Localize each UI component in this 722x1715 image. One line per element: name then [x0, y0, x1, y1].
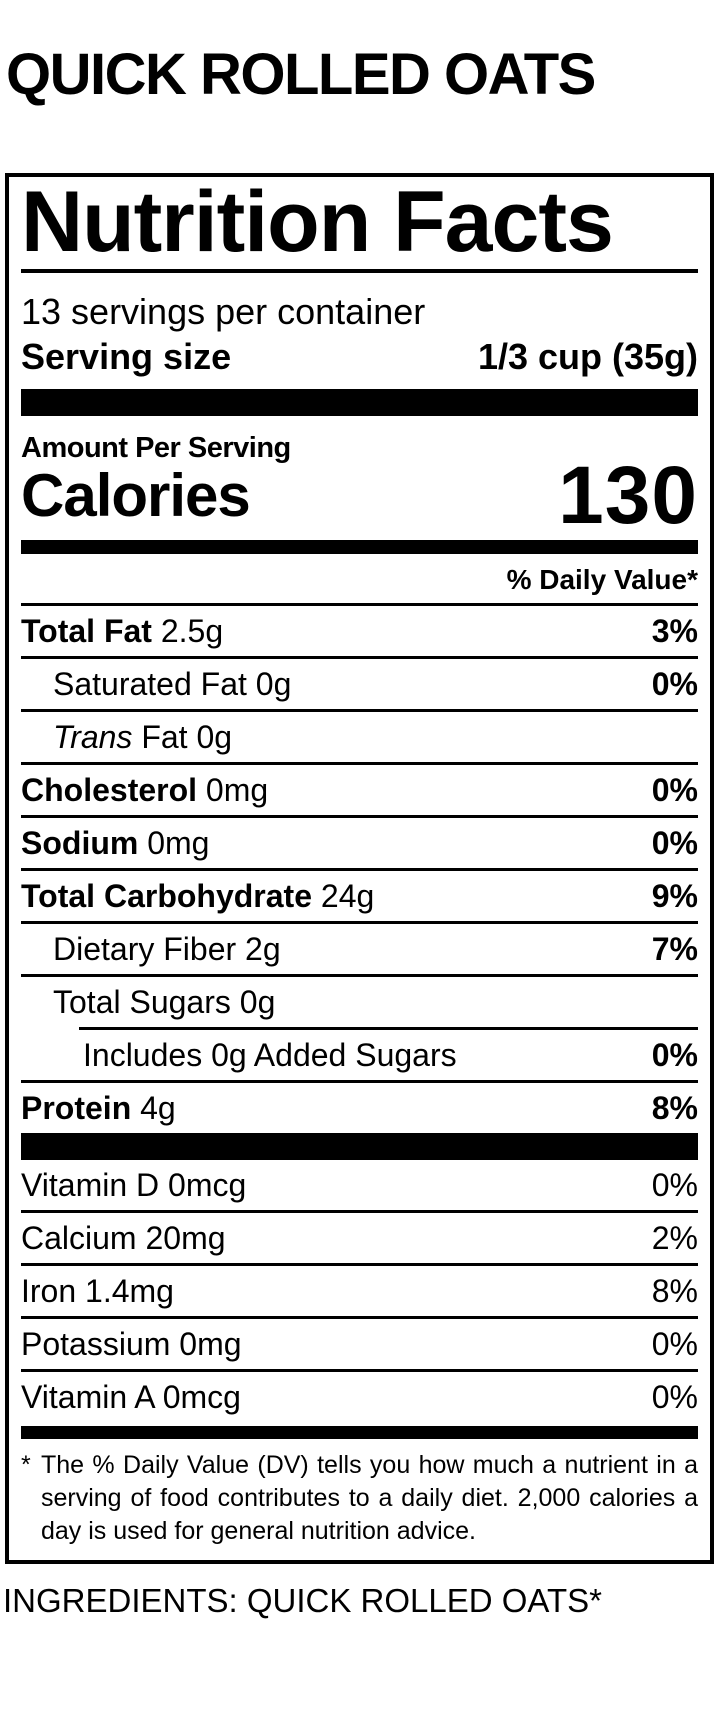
dv-potassium: 0% — [651, 1326, 698, 1362]
footnote-asterisk: * — [21, 1451, 31, 1479]
dv-calcium: 2% — [651, 1220, 698, 1256]
row-sodium: Sodium 0mg 0% — [21, 825, 698, 861]
divider — [21, 603, 698, 606]
divider — [21, 762, 698, 765]
dv-vitamin-d: 0% — [651, 1167, 698, 1203]
serving-size-value: 1/3 cup (35g) — [477, 336, 698, 377]
divider — [21, 1210, 698, 1213]
serving-size-label: Serving size — [21, 336, 232, 377]
row-potassium: Potassium 0mg 0% — [21, 1326, 698, 1362]
dv-sodium: 0% — [651, 825, 698, 861]
row-total-carbohydrate: Total Carbohydrate 24g 9% — [21, 878, 698, 914]
row-iron: Iron 1.4mg 8% — [21, 1273, 698, 1309]
footnote-text: The % Daily Value (DV) tells you how muc… — [41, 1451, 698, 1545]
row-calcium: Calcium 20mg 2% — [21, 1220, 698, 1256]
dv-total-fat: 3% — [651, 613, 698, 649]
amount-per-serving-label: Amount Per Serving — [21, 432, 291, 464]
calories-row: Calories 130 — [21, 450, 698, 541]
row-dietary-fiber: Dietary Fiber 2g 7% — [53, 931, 698, 967]
divider — [21, 974, 698, 977]
medium-divider — [21, 1426, 698, 1439]
row-vitamin-a: Vitamin A 0mcg 0% — [21, 1379, 698, 1415]
divider — [21, 1369, 698, 1372]
divider — [21, 815, 698, 818]
row-vitamin-d: Vitamin D 0mcg 0% — [21, 1167, 698, 1203]
row-total-fat: Total Fat 2.5g 3% — [21, 613, 698, 649]
dv-added-sugars: 0% — [651, 1037, 698, 1073]
calories-value: 130 — [558, 450, 698, 541]
dv-cholesterol: 0% — [651, 772, 698, 808]
nutrition-facts-heading: Nutrition Facts — [21, 177, 698, 273]
dv-vitamin-a: 0% — [651, 1379, 698, 1415]
dv-total-carbohydrate: 9% — [651, 878, 698, 914]
row-trans-fat: Trans Fat 0g — [53, 719, 233, 755]
row-protein: Protein 4g 8% — [21, 1090, 698, 1126]
divider — [21, 709, 698, 712]
ingredients-text: INGREDIENTS: QUICK ROLLED OATS* — [3, 1582, 602, 1619]
calories-label: Calories — [21, 462, 251, 529]
row-cholesterol: Cholesterol 0mg 0% — [21, 772, 698, 808]
dv-protein: 8% — [651, 1090, 698, 1126]
footnote: * The % Daily Value (DV) tells you how m… — [21, 1439, 698, 1560]
nutrition-facts-panel: Nutrition Facts 13 servings per containe… — [5, 173, 714, 1564]
divider — [21, 656, 698, 659]
row-added-sugars: Includes 0g Added Sugars 0% — [83, 1037, 698, 1073]
row-saturated-fat: Saturated Fat 0g 0% — [53, 666, 698, 702]
divider — [21, 1263, 698, 1266]
thick-divider — [21, 389, 698, 416]
dv-dietary-fiber: 7% — [651, 931, 698, 967]
divider — [21, 921, 698, 924]
divider — [21, 868, 698, 871]
dv-saturated-fat: 0% — [651, 666, 698, 702]
page-title: QUICK ROLLED OATS — [6, 42, 596, 107]
servings-per-container: 13 servings per container — [21, 291, 426, 332]
dv-iron: 8% — [651, 1273, 698, 1309]
indented-divider — [79, 1027, 698, 1030]
thick-divider — [21, 1133, 698, 1160]
medium-divider — [21, 540, 698, 554]
divider — [21, 1316, 698, 1319]
serving-size-row: Serving size 1/3 cup (35g) — [21, 337, 698, 377]
divider — [21, 1080, 698, 1083]
row-total-sugars: Total Sugars 0g — [53, 984, 276, 1020]
daily-value-header: % Daily Value* — [506, 564, 698, 595]
